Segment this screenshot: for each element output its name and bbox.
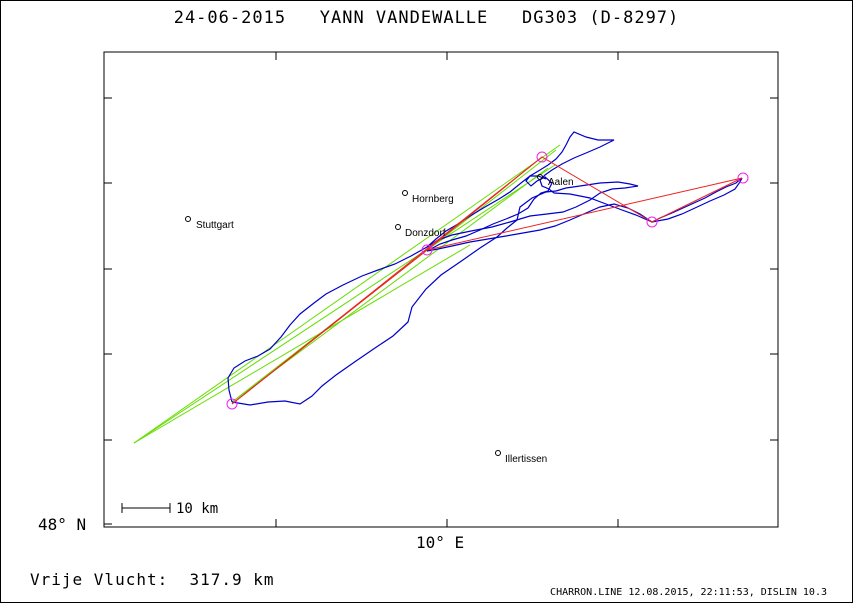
place-marker	[537, 174, 543, 180]
turnpoint-marker	[421, 244, 433, 256]
axis-ticks	[104, 52, 778, 527]
place-hornberg: Hornberg	[402, 190, 454, 205]
credit-line: CHARRON.LINE 12.08.2015, 22:11:53, DISLI…	[550, 587, 827, 598]
longitude-label: 10° E	[416, 533, 465, 552]
turnpoints	[226, 151, 749, 410]
place-stuttgart: Stuttgart	[185, 216, 234, 231]
turnpoint-marker	[226, 398, 238, 410]
place-illertissen: Illertissen	[495, 450, 547, 465]
turnpoint-marker	[646, 216, 658, 228]
scale-label: 10 km	[176, 501, 218, 517]
map-border	[103, 51, 779, 528]
flight-track	[227, 131, 743, 406]
place-marker	[495, 450, 501, 456]
turnpoint-marker	[536, 151, 548, 163]
place-label: Aalen	[548, 177, 574, 188]
turnpoint-marker	[737, 172, 749, 184]
free-flight-distance: Vrije Vlucht: 317.9 km	[30, 570, 275, 589]
place-aalen: Aalen	[537, 174, 574, 188]
sector-lines	[133, 144, 561, 444]
scale-bar: 10 km	[121, 501, 218, 517]
place-label: Illertissen	[505, 454, 547, 465]
place-label: Hornberg	[412, 194, 454, 205]
place-marker	[395, 224, 401, 230]
place-donzdorf: Donzdorf	[395, 224, 446, 239]
place-marker	[402, 190, 408, 196]
latitude-label: 48° N	[38, 515, 87, 534]
place-marker	[185, 216, 191, 222]
place-label: Stuttgart	[196, 220, 234, 231]
place-label: Donzdorf	[405, 228, 446, 239]
flight-title: 24-06-2015 YANN VANDEWALLE DG303 (D-8297…	[173, 8, 680, 28]
task-legs	[231, 156, 743, 405]
